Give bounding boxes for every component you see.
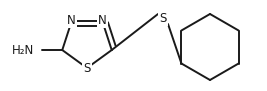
Text: H₂N: H₂N [12,43,34,57]
Text: N: N [98,14,107,27]
Text: S: S [83,62,91,75]
Text: N: N [67,14,76,27]
Text: S: S [159,12,167,25]
